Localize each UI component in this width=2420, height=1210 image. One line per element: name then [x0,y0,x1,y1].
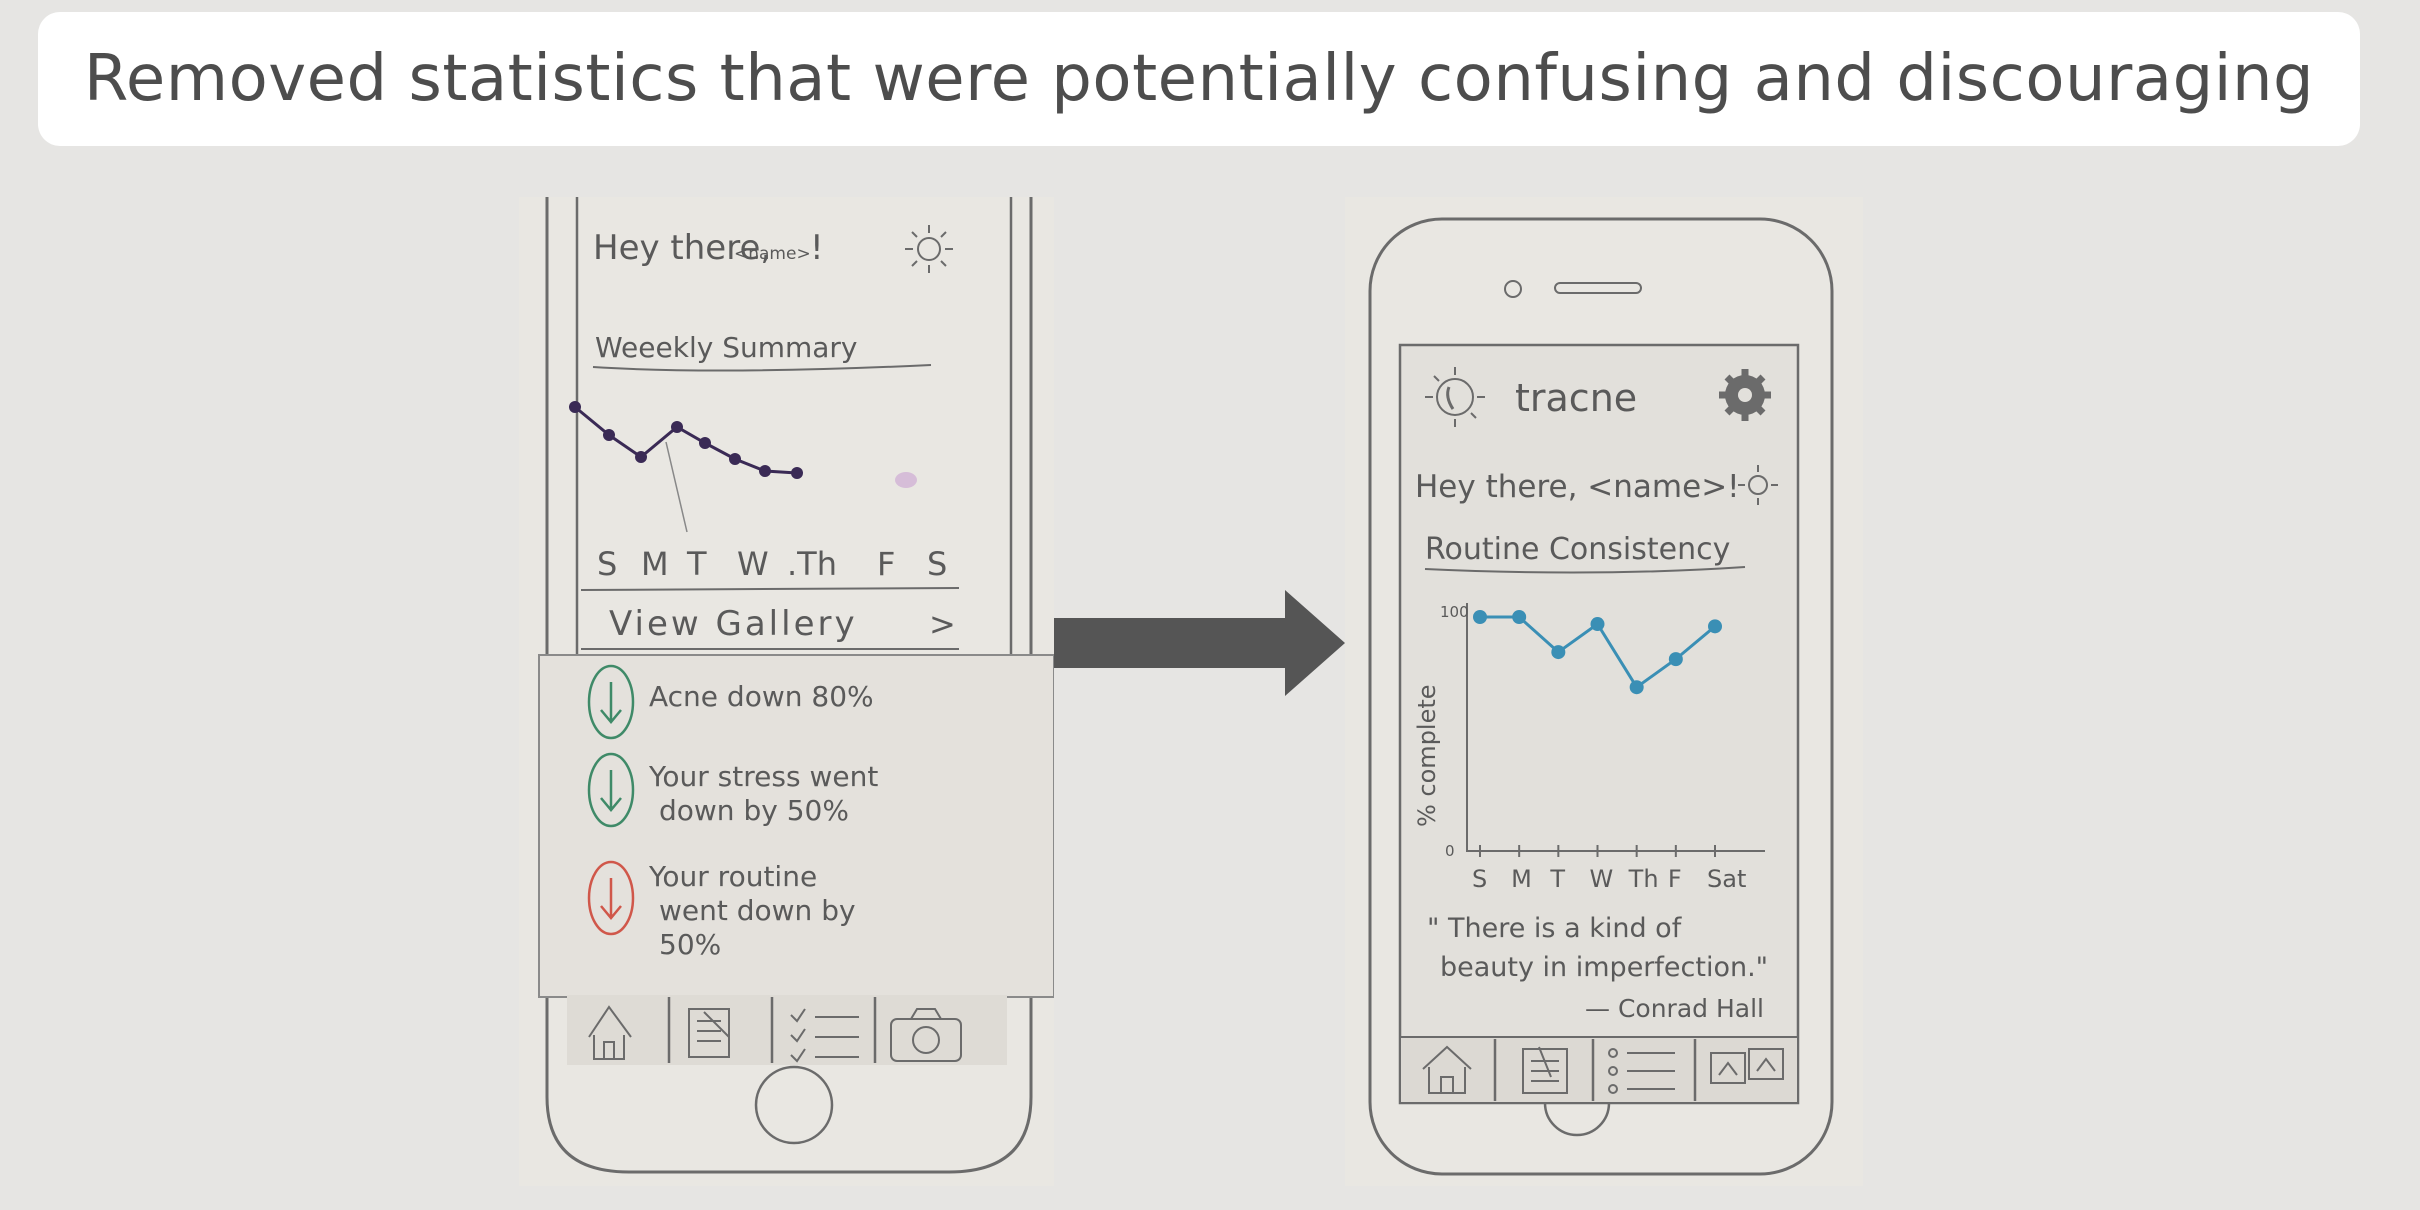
quote-line-2: beauty in imperfection." [1440,952,1768,983]
arrow-down-icon [587,860,635,936]
greeting-exclaim: ! [810,228,824,268]
app-name: tracne [1515,376,1637,420]
day-labels: S M T W .Th F S [597,545,947,583]
consistency-point [1512,610,1527,624]
y-min-label: 0 [1445,842,1455,860]
journal-icon[interactable] [688,1008,730,1058]
day-label: S [597,545,617,583]
slide-title: Removed statistics that were potentially… [83,42,2315,116]
routine-consistency-chart [1473,610,1722,857]
camera-dot [1504,280,1522,298]
logo-icon [1425,367,1485,427]
y-axis-label: % complete [1413,684,1441,827]
day-label: Sat [1707,865,1746,893]
stat-text: Acne down 80% [649,680,874,713]
transition-arrow [1054,590,1345,696]
day-label: W [737,545,769,583]
list-icon[interactable] [1608,1048,1675,1094]
day-label: Th [1628,865,1659,893]
tab-bar [1399,1036,1799,1104]
routine-consistency-title: Routine Consistency [1425,532,1730,567]
weekly-summary-chart [569,401,803,479]
day-label: M [641,545,669,583]
day-label: F [1668,865,1682,893]
weekly-point [635,451,647,463]
day-label: S [1472,865,1487,893]
view-gallery-link[interactable]: View Gallery [609,604,858,644]
consistency-point [1590,617,1605,632]
weekly-point [791,467,803,479]
consistency-point [1473,610,1487,624]
stat-text: went down by [659,894,856,927]
consistency-point [1708,619,1722,634]
stat-text: Your routine [648,860,817,893]
day-label: .Th [787,545,837,583]
tab-bar [567,995,1007,1065]
home-icon[interactable] [588,1005,632,1060]
greeting-text: Hey there, <name>! [1415,469,1740,505]
stat-text: 50% [659,928,721,961]
stat-text: down by 50% [659,794,849,827]
day-label: T [686,545,707,583]
phone-frame [1368,217,1834,1176]
arrow-down-icon [587,664,635,740]
screen [1398,343,1800,1105]
name-placeholder: <name> [734,244,811,264]
after-phone-drawing: tracne Hey there, <name>! Routine Consis… [1345,197,1863,1186]
chart-axes [1466,603,1765,852]
journal-icon[interactable] [1522,1046,1568,1094]
day-label: W [1590,865,1614,893]
greeting-text: Hey there, [593,228,771,268]
stat-text: Your stress went [648,760,878,793]
quote-line-1: " There is a kind of [1427,913,1683,944]
weekly-point [603,429,615,441]
home-button [1543,1102,1611,1137]
consistency-point [1551,645,1566,660]
stat-item: Acne down 80% [587,664,874,740]
day-label: F [877,545,895,583]
consistency-point [1668,652,1683,667]
camera-icon[interactable] [890,1008,962,1062]
title-banner: Removed statistics that were potentially… [38,12,2360,146]
phone-frame [545,197,1033,1174]
gear-icon[interactable] [1719,369,1771,421]
day-label: S [927,545,947,583]
arrow-down-icon [587,752,635,828]
gallery-chevron[interactable]: > [929,605,956,643]
day-labels: S M T W Th F Sat [1472,865,1746,893]
weekly-summary-title: Weeekly Summary [595,331,858,364]
gallery-icon[interactable] [1710,1048,1784,1084]
home-button [754,1065,834,1145]
sun-icon [905,225,953,273]
weekly-point [729,453,741,465]
weekly-point [759,465,771,477]
weekly-point [671,421,683,433]
day-label: M [1511,865,1532,893]
sun-icon [1738,465,1778,505]
consistency-point [1629,680,1644,695]
weekly-point [569,401,581,413]
weekly-point [699,437,711,449]
day-label: T [1549,865,1565,893]
quote-author: — Conrad Hall [1585,994,1764,1023]
y-max-label: 100 [1440,603,1469,621]
home-icon[interactable] [1422,1045,1472,1094]
checklist-icon[interactable] [790,1008,859,1063]
after-sketch: tracne Hey there, <name>! Routine Consis… [1345,197,1863,1186]
speaker-slot [1554,282,1642,294]
